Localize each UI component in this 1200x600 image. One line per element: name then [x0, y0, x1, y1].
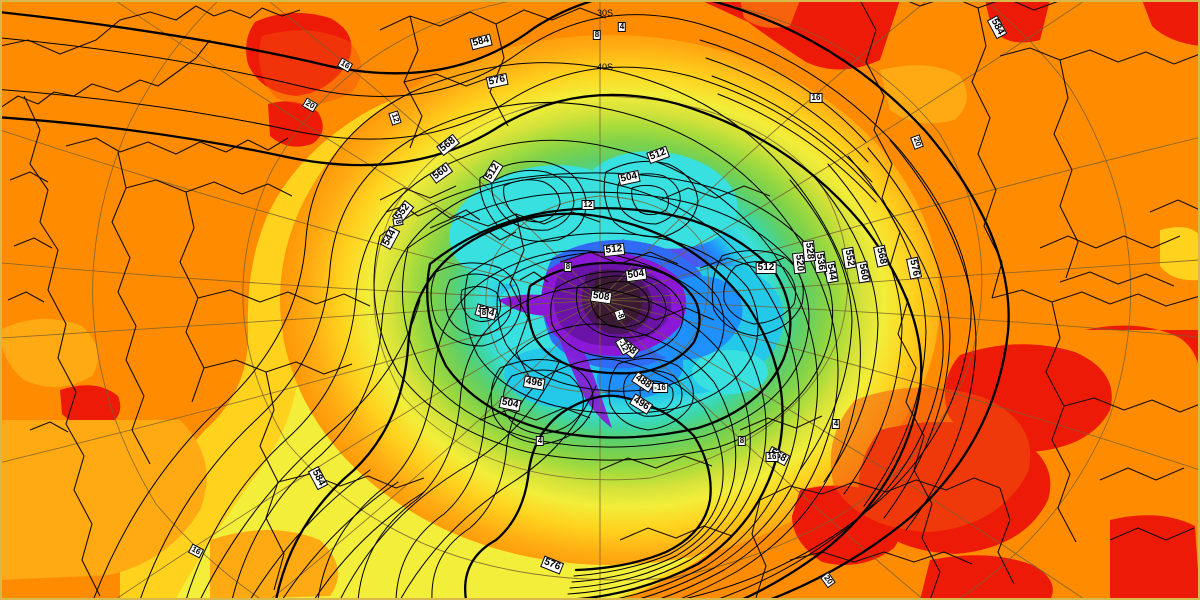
- temperature-contour-label: 8: [479, 308, 489, 318]
- temperature-contour-label: 8: [592, 30, 602, 40]
- temperature-contour-label: 12: [581, 200, 595, 210]
- temperature-contour-label: 4: [535, 436, 545, 446]
- latitude-label: 30S: [597, 8, 614, 18]
- height-contour-label: 512: [603, 242, 625, 258]
- temperature-contour-label: 8: [563, 262, 573, 272]
- temperature-contour-label: 8: [392, 216, 404, 228]
- temperature-contour-label: 8: [737, 436, 747, 446]
- temperature-contour-label: 4: [831, 419, 841, 429]
- height-contour-layer: [0, 0, 1010, 600]
- latitude-label: 40S: [597, 62, 614, 72]
- temperature-contour-label: 4: [617, 22, 627, 32]
- temperature-contour-label: 16: [765, 452, 779, 462]
- height-contour-label: 512: [755, 262, 777, 274]
- temperature-contour-label: -16: [652, 383, 668, 393]
- temperature-contour-label: 16: [809, 93, 823, 103]
- height-contour-label: 520: [791, 252, 807, 274]
